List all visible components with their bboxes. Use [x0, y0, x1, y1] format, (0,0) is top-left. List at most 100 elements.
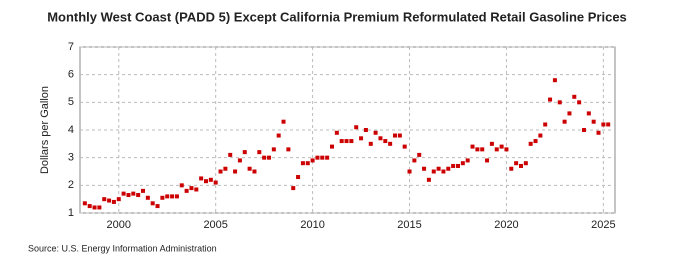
y-tick-label: 6 [68, 69, 74, 81]
data-point [552, 78, 557, 83]
data-point [359, 136, 364, 141]
x-tick-label: 2010 [300, 219, 324, 231]
data-point [329, 144, 334, 149]
data-point [140, 188, 145, 193]
data-point [276, 133, 281, 138]
data-point [392, 133, 397, 138]
data-point [208, 177, 213, 182]
data-point [165, 194, 170, 199]
y-tick-label: 5 [68, 96, 74, 108]
data-point [606, 122, 611, 127]
data-point [339, 139, 344, 144]
data-point [150, 201, 155, 206]
data-point [102, 197, 107, 202]
data-point [174, 194, 179, 199]
data-point [412, 158, 417, 163]
data-point [528, 141, 533, 146]
data-point [136, 193, 141, 198]
data-point [145, 195, 150, 200]
data-point [305, 161, 310, 166]
data-point [160, 195, 165, 200]
data-point [383, 139, 388, 144]
x-tick-label: 2015 [397, 219, 421, 231]
data-point [591, 119, 596, 124]
data-point [494, 147, 499, 152]
data-point [557, 100, 562, 105]
data-point [533, 139, 538, 144]
data-point [426, 177, 431, 182]
data-point [465, 158, 470, 163]
data-point [228, 152, 233, 157]
data-point [296, 175, 301, 180]
data-point [567, 111, 572, 116]
x-tick-label: 2020 [494, 219, 518, 231]
data-point [199, 176, 204, 181]
data-point [213, 180, 218, 185]
data-point [237, 158, 242, 163]
data-point [310, 158, 315, 163]
data-point [131, 191, 136, 196]
data-point [82, 201, 87, 206]
y-tick-label: 2 [68, 179, 74, 191]
data-point [87, 204, 92, 209]
data-point [436, 166, 441, 171]
data-point [349, 139, 354, 144]
data-point [480, 147, 485, 152]
data-point [388, 141, 393, 146]
data-point [325, 155, 330, 160]
data-point [475, 147, 480, 152]
x-tick-label: 2005 [203, 219, 227, 231]
data-point [460, 161, 465, 166]
data-point [485, 158, 490, 163]
data-point [189, 186, 194, 191]
data-point [233, 169, 238, 174]
data-point [538, 133, 543, 138]
data-point [431, 169, 436, 174]
data-point [257, 150, 262, 155]
data-point [344, 139, 349, 144]
data-point [499, 144, 504, 149]
data-point [572, 94, 577, 99]
data-point [271, 147, 276, 152]
data-point [509, 166, 514, 171]
data-point [596, 130, 601, 135]
data-point [455, 163, 460, 168]
x-tick-label: 2000 [107, 219, 131, 231]
y-axis-label: Dollars per Gallon [39, 86, 51, 174]
data-point [446, 166, 451, 171]
chart-title: Monthly West Coast (PADD 5) Except Calif… [47, 9, 627, 24]
data-point [291, 186, 296, 191]
data-point [315, 155, 320, 160]
data-point [581, 128, 586, 132]
data-point [170, 194, 175, 199]
data-point [126, 193, 131, 198]
data-point [378, 136, 383, 141]
data-point [407, 169, 412, 174]
data-point [373, 130, 378, 135]
data-point [562, 119, 567, 124]
data-point [518, 163, 523, 168]
data-point [320, 155, 325, 160]
data-point [417, 152, 422, 157]
data-point [514, 161, 519, 166]
data-point [252, 169, 257, 174]
x-tick-label: 2025 [591, 219, 615, 231]
data-point [218, 169, 223, 174]
data-point [121, 191, 126, 196]
data-point [548, 97, 553, 102]
data-point [397, 133, 402, 138]
data-point [451, 163, 456, 168]
source-note: Source: U.S. Energy Information Administ… [28, 243, 217, 253]
data-point [489, 141, 494, 146]
data-point [179, 183, 184, 188]
data-point [111, 199, 116, 204]
data-point [543, 122, 548, 127]
data-point [116, 197, 121, 202]
data-point [286, 147, 291, 152]
y-tick-label: 4 [68, 124, 74, 136]
data-point [155, 204, 160, 209]
data-point [107, 198, 112, 203]
data-point [504, 147, 509, 152]
data-point [300, 161, 305, 166]
